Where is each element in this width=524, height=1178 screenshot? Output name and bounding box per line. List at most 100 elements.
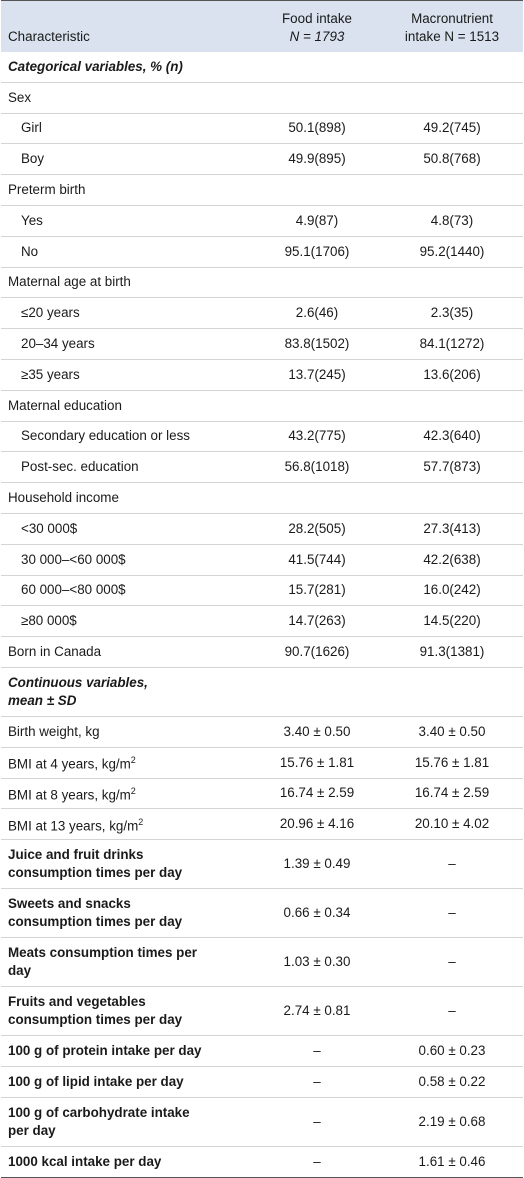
- row-label-line1: Fruits and vegetables: [8, 994, 146, 1010]
- food-intake-value: 3.40 ± 0.50: [283, 723, 351, 739]
- macronutrient-intake-value: 2.19 ± 0.68: [418, 1113, 486, 1129]
- table-row: 100 g of carbohydrate intake per day – 2.19…: [1, 1097, 523, 1147]
- macronutrient-intake-value: 42.2(638): [423, 551, 481, 567]
- row-label-text: Sex: [8, 89, 32, 105]
- row-label: Continuous variables, mean ± SD: [1, 667, 253, 716]
- macronutrient-intake-value: –: [448, 1003, 456, 1019]
- food-intake-value: [253, 82, 381, 113]
- row-label-text: Boy: [21, 151, 45, 167]
- row-label: ≥80 000$: [1, 606, 253, 637]
- table-row: 1000 kcal intake per day – 1.61 ± 0.46: [1, 1146, 523, 1178]
- food-intake-value: 13.7(245): [288, 366, 346, 382]
- row-label-text: Maternal age at birth: [8, 274, 131, 290]
- superscript-exponent: 2: [138, 816, 144, 827]
- row-label-line2: day: [8, 963, 32, 979]
- row-label: Girl: [1, 113, 253, 144]
- macronutrient-intake-value: 0.58 ± 0.22: [418, 1073, 486, 1089]
- table-row: Secondary education or less 43.2(775) 42.3…: [1, 421, 523, 452]
- macronutrient-intake-value: –: [448, 905, 456, 921]
- row-label-text: Household income: [8, 490, 119, 506]
- table-row: Maternal age at birth: [1, 267, 523, 298]
- table-row: Continuous variables, mean ± SD: [1, 667, 523, 717]
- food-intake-value: –: [313, 1073, 321, 1089]
- row-label-text: No: [21, 243, 39, 259]
- row-label-text: 100 g of protein intake per day: [8, 1043, 202, 1059]
- food-intake-value: 15.76 ± 1.81: [279, 754, 355, 770]
- row-label: BMI at 13 years, kg/m2: [1, 809, 253, 840]
- table-row: Juice and fruit drinks consumption times …: [1, 840, 523, 889]
- row-label-line2: consumption times per day: [8, 1012, 183, 1028]
- header-food-n: N = 1793: [289, 28, 345, 44]
- food-intake-value: 1.03 ± 0.30: [283, 954, 351, 970]
- food-intake-value: 56.8(1018): [284, 459, 350, 475]
- row-label: 1000 kcal intake per day: [1, 1146, 253, 1177]
- food-intake-value: 95.1(1706): [284, 243, 350, 259]
- header-food-label: Food intake: [282, 10, 352, 26]
- food-intake-value: 0.66 ± 0.34: [283, 905, 351, 921]
- table-row: Birth weight, kg 3.40 ± 0.50 3.40 ± 0.50: [1, 716, 523, 748]
- row-label-text: 60 000–<80 000$: [21, 582, 126, 598]
- row-label-line2: consumption times per day: [8, 865, 183, 881]
- row-label-text: ≤20 years: [21, 305, 80, 321]
- macronutrient-intake-value: 57.7(873): [423, 459, 481, 475]
- table-row: Girl 50.1(898) 49.2(745): [1, 113, 523, 144]
- table-row: 60 000–<80 000$ 15.7(281) 16.0(242): [1, 575, 523, 606]
- row-label: 100 g of lipid intake per day: [1, 1066, 253, 1097]
- table-row: Post-sec. education 56.8(1018) 57.7(873): [1, 452, 523, 483]
- row-label: 60 000–<80 000$: [1, 575, 253, 606]
- row-label-text: 1000 kcal intake per day: [8, 1153, 162, 1169]
- macronutrient-intake-value: 20.10 ± 4.02: [414, 816, 490, 832]
- row-label: Sex: [1, 82, 253, 113]
- row-label: Sweets and snacks consumption times per d…: [1, 889, 253, 938]
- table-row: ≥80 000$ 14.7(263) 14.5(220): [1, 606, 523, 637]
- table-row: Household income: [1, 483, 523, 514]
- macronutrient-intake-value: 1.61 ± 0.46: [418, 1153, 486, 1169]
- food-intake-value: [253, 390, 381, 421]
- row-label: Yes: [1, 205, 253, 236]
- macronutrient-intake-value: 14.5(220): [423, 613, 481, 629]
- table-row: Yes 4.9(87) 4.8(73): [1, 205, 523, 237]
- row-label: ≤20 years: [1, 298, 253, 329]
- row-label-line1: Meats consumption times per: [8, 945, 197, 961]
- macronutrient-intake-value: [381, 175, 523, 206]
- food-intake-value: 50.1(898): [288, 120, 346, 136]
- row-label-text: BMI at 8 years, kg/m: [8, 787, 131, 803]
- table-row: Maternal education: [1, 390, 523, 422]
- table-row: Fruits and vegetables consumption times p…: [1, 987, 523, 1036]
- table-header: Characteristic Food intake N = 1793 Macr…: [1, 0, 523, 52]
- macronutrient-intake-value: 91.3(1381): [419, 644, 485, 660]
- food-intake-value: –: [313, 1043, 321, 1059]
- row-label: Secondary education or less: [1, 421, 253, 452]
- food-intake-value: 1.39 ± 0.49: [283, 856, 351, 872]
- food-intake-value: –: [313, 1113, 321, 1129]
- row-label: Maternal age at birth: [1, 267, 253, 298]
- macronutrient-intake-value: 3.40 ± 0.50: [418, 723, 486, 739]
- header-food-intake: Food intake N = 1793: [253, 1, 381, 52]
- row-label-text: ≥80 000$: [21, 613, 77, 629]
- food-intake-value: [253, 52, 381, 83]
- macronutrient-intake-value: [381, 483, 523, 514]
- table-row: Meats consumption times per day 1.03 ± 0.3…: [1, 938, 523, 987]
- macronutrient-intake-value: [381, 390, 523, 421]
- food-intake-value: [253, 175, 381, 206]
- table-row: Sex: [1, 82, 523, 114]
- macronutrient-intake-value: 2.3(35): [430, 305, 474, 321]
- table-row: Categorical variables, % (n): [1, 52, 523, 83]
- food-intake-value: 14.7(263): [288, 613, 346, 629]
- row-label: No: [1, 236, 253, 267]
- row-label-text: Born in Canada: [8, 644, 102, 660]
- header-characteristic: Characteristic: [8, 28, 90, 44]
- row-label-text: Preterm birth: [8, 182, 86, 198]
- row-label: 30 000–<60 000$: [1, 544, 253, 575]
- row-label-text: <30 000$: [21, 520, 78, 536]
- food-intake-value: 2.6(46): [295, 305, 339, 321]
- table-row: <30 000$ 28.2(505) 27.3(413): [1, 513, 523, 545]
- table-row: Preterm birth: [1, 175, 523, 206]
- food-intake-value: [253, 267, 381, 298]
- macronutrient-intake-value: [381, 52, 523, 83]
- table-row: Boy 49.9(895) 50.8(768): [1, 144, 523, 175]
- food-intake-value: 15.7(281): [288, 582, 346, 598]
- food-intake-value: 2.74 ± 0.81: [283, 1003, 351, 1019]
- row-label-text: BMI at 4 years, kg/m: [8, 756, 131, 772]
